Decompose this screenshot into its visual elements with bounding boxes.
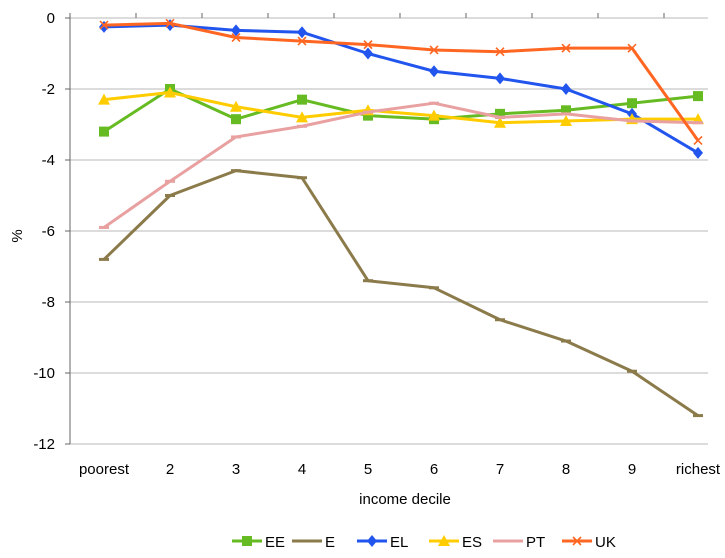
x-tick-label-3: 3	[232, 461, 240, 478]
data-point-uk	[561, 43, 571, 53]
data-point-uk	[99, 20, 109, 30]
data-point-ee	[297, 94, 307, 105]
y-tick-label: -2	[42, 81, 55, 98]
data-point-uk	[429, 45, 439, 55]
data-point-el	[693, 146, 703, 159]
data-point-es	[230, 100, 242, 112]
data-point-es	[560, 114, 572, 126]
legend-label: ES	[462, 534, 482, 551]
x-tick-label-richest: richest	[676, 461, 721, 478]
legend-entry-ee: EE	[232, 534, 285, 551]
data-point-el	[495, 72, 505, 85]
x-tick-label-2: 2	[166, 461, 174, 478]
legend-entry-el: EL	[357, 534, 408, 551]
x-tick-label-poorest: poorest	[79, 461, 130, 478]
x-axis-title: income decile	[359, 491, 451, 508]
x-tick-label-6: 6	[430, 461, 438, 478]
legend-label: EL	[390, 534, 408, 551]
legend-entry-uk: UK	[562, 534, 616, 551]
legend-entry-pt: PT	[493, 534, 545, 551]
legend-marker	[438, 535, 450, 546]
data-point-el	[429, 65, 439, 78]
series-line-pt	[103, 101, 699, 229]
series-e	[99, 169, 703, 418]
data-point-el	[297, 26, 307, 39]
data-point-el	[363, 47, 373, 60]
y-tick-label: 0	[47, 10, 55, 27]
legend-marker	[572, 536, 582, 546]
data-point-es	[98, 93, 110, 105]
legend-label: EE	[265, 534, 285, 551]
y-tick-label: -12	[33, 436, 55, 453]
series-lines	[98, 18, 704, 418]
gridlines	[70, 17, 708, 445]
data-point-uk	[495, 47, 505, 57]
data-point-el	[561, 83, 571, 95]
y-tick-label: -4	[42, 152, 55, 169]
data-point-es	[494, 116, 506, 128]
legend-marker	[367, 535, 377, 547]
x-tick-label-7: 7	[496, 461, 504, 478]
y-tick-label: -6	[42, 223, 55, 240]
y-tick-label: -8	[42, 294, 55, 311]
data-point-ee	[627, 98, 637, 109]
data-point-ee	[99, 126, 109, 137]
x-tick-label-8: 8	[562, 461, 570, 478]
legend-entry-e: E	[292, 534, 335, 551]
data-point-uk	[231, 32, 241, 43]
series-line-ee	[103, 87, 699, 133]
y-tick-label: -10	[33, 365, 55, 382]
legend-label: PT	[526, 534, 545, 551]
data-point-ee	[693, 91, 703, 102]
series-pt	[99, 101, 703, 229]
x-tick-label-5: 5	[364, 461, 372, 478]
data-point-el	[231, 24, 241, 37]
axes	[65, 13, 665, 445]
data-point-es	[164, 86, 176, 98]
series-line-es	[103, 91, 698, 125]
series-uk	[99, 18, 703, 146]
series-ee	[99, 84, 703, 137]
series-line-el	[103, 23, 699, 155]
data-point-uk	[165, 18, 175, 28]
data-point-uk	[627, 43, 637, 53]
data-point-es	[428, 109, 440, 121]
legend-entry-es: ES	[429, 534, 482, 551]
y-axis-title: %	[9, 229, 26, 242]
x-tick-label-9: 9	[628, 461, 636, 478]
data-point-uk	[297, 36, 307, 46]
legend: EE E EL ES PT UK	[232, 534, 616, 551]
data-point-ee	[561, 105, 571, 116]
legend-marker	[242, 536, 252, 546]
series-line-uk	[103, 21, 700, 142]
data-point-uk	[363, 40, 373, 50]
legend-label: UK	[595, 534, 616, 551]
tick-labels: 0 -2 -4 -6 -8 -10 -12 poorest 2 3 4 5 6 7 8 9 richest	[33, 10, 721, 478]
data-point-es	[296, 111, 308, 123]
legend-label: E	[325, 534, 335, 551]
data-point-uk	[693, 135, 703, 146]
data-point-ee	[363, 110, 373, 121]
series-line-e	[102, 169, 699, 417]
data-point-ee	[231, 114, 241, 125]
x-tick-label-4: 4	[298, 461, 306, 478]
data-point-ee	[495, 108, 505, 119]
series-el	[99, 19, 703, 159]
